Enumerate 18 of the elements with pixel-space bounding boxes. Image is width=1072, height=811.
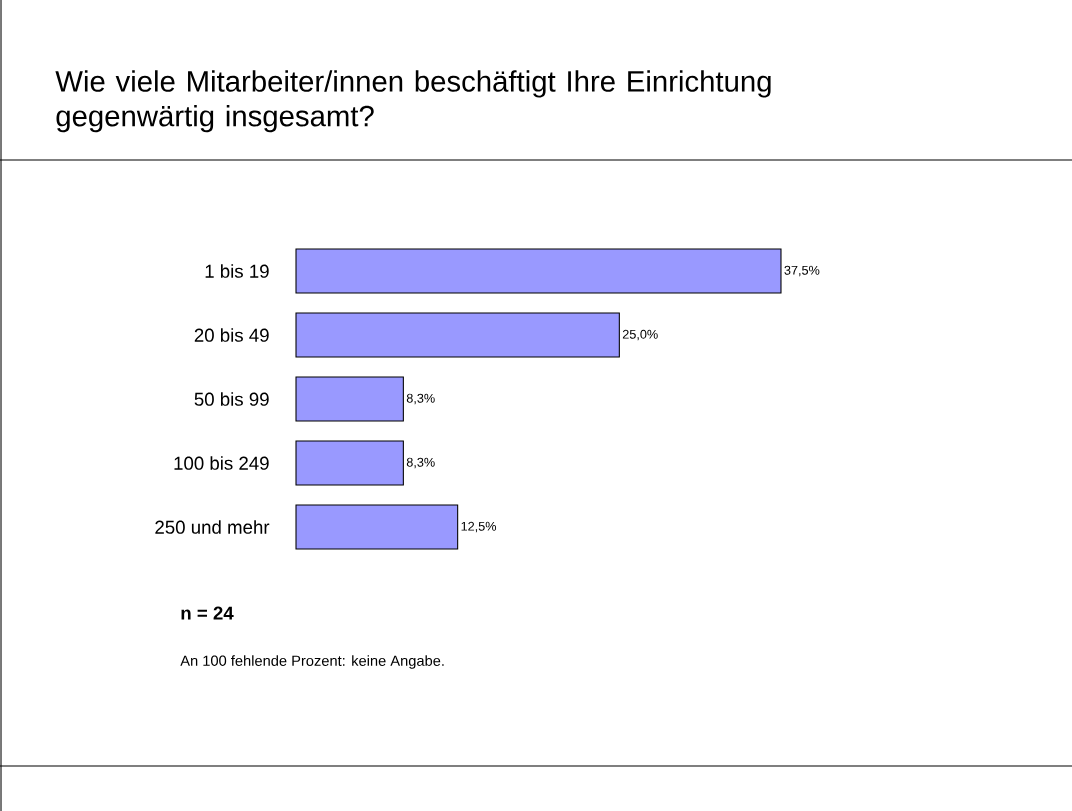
data-label: 8,3% (406, 457, 435, 469)
bar (295, 312, 620, 358)
data-label: 8,3% (406, 393, 435, 405)
data-label: 37,5% (784, 265, 820, 277)
data-label: 12,5% (461, 521, 497, 533)
y-tick-label: 1 bis 19 (205, 264, 269, 278)
text: n = 24 (181, 606, 234, 620)
y-tick-label: 50 bis 99 (194, 392, 269, 406)
bar (295, 248, 782, 294)
y-tick-label: 100 bis 249 (174, 456, 269, 470)
y-tick-label: 250 und mehr (155, 520, 270, 534)
data-label: 25,0% (622, 329, 658, 341)
y-tick-label: 20 bis 49 (194, 328, 269, 342)
bar (295, 440, 404, 486)
chart-title: Wie viele Mitarbeiter/innen beschäftigt Ihre Einrichtung gegenwärtig insgesamt? (55, 70, 771, 133)
bar (295, 376, 404, 422)
text: An 100 fehlende Prozent: keine Angabe. (180, 655, 444, 669)
bar (295, 504, 459, 550)
